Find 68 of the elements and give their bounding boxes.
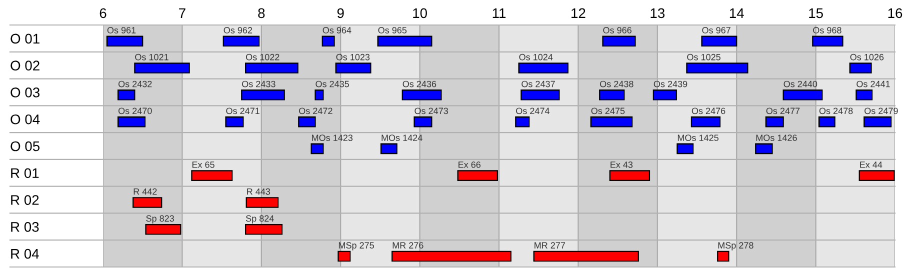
series-label: MOs 1426 (756, 134, 797, 141)
x-tick-label: 7 (179, 8, 186, 18)
series-label: Os 2433 (242, 80, 276, 88)
x-tick-label: 12 (572, 8, 586, 18)
x-tick-label: 14 (730, 8, 744, 18)
series-label: Os 1023 (336, 54, 370, 60)
x-tick-label: 6 (100, 8, 106, 18)
series-label: Os 967 (702, 27, 730, 34)
series-label: Ex 44 (860, 162, 882, 168)
series-label: Os 2476 (692, 108, 726, 114)
x-tick-label: 16 (888, 8, 902, 18)
series-label: Os 1024 (519, 54, 553, 60)
x-tick-label: 11 (492, 8, 506, 18)
series-label: Sp 823 (146, 215, 174, 224)
series-label: Ex 43 (610, 161, 633, 168)
series-label: Os 966 (603, 27, 632, 34)
series-label: R 443 (247, 188, 270, 195)
series-label: Os 2436 (402, 80, 436, 88)
series-label: Ex 65 (192, 161, 214, 168)
x-tick-label: 8 (258, 8, 265, 18)
series-label: Ex 66 (458, 161, 481, 168)
series-label: Sp 824 (246, 215, 274, 224)
y-tick-label: R 01 (11, 168, 39, 178)
series-label: Os 2473 (414, 108, 448, 114)
x-tick-label: 10 (413, 8, 427, 18)
series-label: Os 1025 (687, 54, 720, 60)
y-tick-label: O 01 (10, 34, 40, 44)
series-label: Os 2471 (226, 108, 260, 114)
y-tick-label: O 03 (10, 88, 40, 98)
series-label: Os 965 (378, 27, 407, 34)
series-label: Os 2435 (316, 80, 350, 88)
x-tick-label: 9 (337, 8, 344, 18)
series-label: Os 2474 (516, 108, 550, 114)
series-label: Os 1021 (135, 54, 168, 60)
series-label: Os 964 (322, 27, 352, 34)
series-label: Os 2438 (600, 80, 634, 88)
y-tick-label: O 04 (10, 114, 40, 124)
y-tick-label: R 04 (11, 248, 39, 259)
series-label: Os 1022 (246, 54, 280, 60)
series-label: Os 2470 (118, 108, 152, 114)
series-label: Os 2432 (118, 80, 152, 88)
series-label: Os 2439 (654, 80, 688, 88)
y-tick-label: O 02 (10, 60, 40, 71)
series-label: Os 1026 (850, 54, 884, 60)
series-label: Os 968 (813, 27, 842, 34)
series-label: MSp 278 (718, 242, 754, 250)
series-label: Os 2437 (522, 80, 555, 88)
series-label: Os 2440 (784, 80, 818, 88)
series-label: Os 962 (224, 27, 252, 34)
x-tick-label: 13 (650, 8, 665, 18)
series-label: Os 2441 (856, 80, 890, 88)
series-label: MOs 1423 (312, 134, 353, 141)
y-tick-label: R 02 (11, 195, 39, 205)
series-label: Os 2472 (299, 108, 332, 114)
y-tick-label: R 03 (11, 222, 39, 232)
series-label: MOs 1425 (678, 134, 718, 141)
series-label: Os 2475 (591, 108, 625, 114)
series-label: MOs 1424 (382, 134, 422, 141)
series-label: MSp 275 (338, 242, 374, 250)
series-label: Os 961 (107, 27, 136, 34)
y-tick-label: O 05 (10, 141, 40, 152)
series-label: Os 2477 (766, 108, 800, 114)
series-label: Os 2479 (864, 108, 898, 114)
series-label: R 442 (134, 188, 157, 195)
series-label: MR 276 (392, 242, 424, 249)
series-label: MR 277 (534, 242, 566, 248)
series-label: Os 2478 (819, 108, 853, 114)
x-tick-label: 15 (809, 8, 823, 18)
